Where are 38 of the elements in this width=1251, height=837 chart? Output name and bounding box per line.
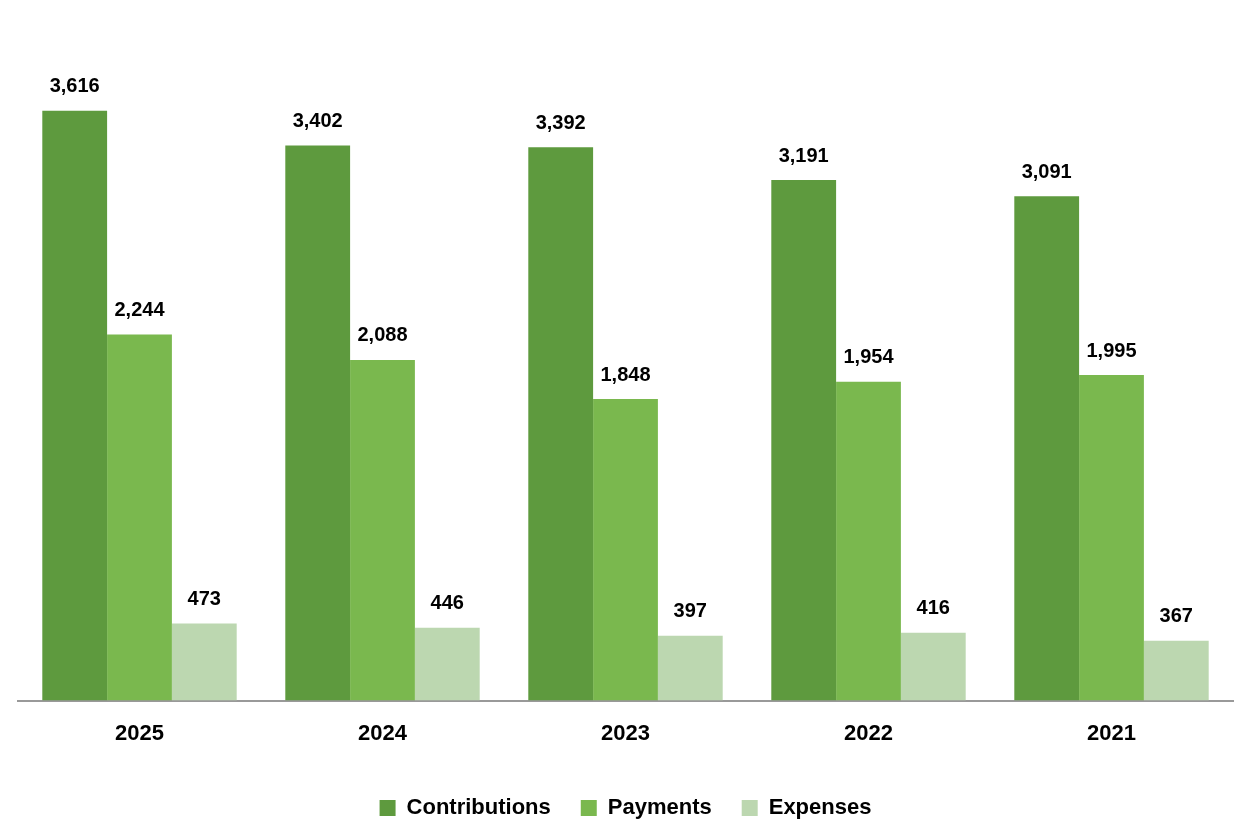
bar: [171, 623, 237, 701]
bar: [414, 627, 480, 701]
bar: [900, 632, 966, 701]
legend-label: Payments: [607, 794, 712, 820]
bar: [350, 359, 415, 701]
bar: [771, 179, 837, 701]
x-tick-label: 2025: [115, 719, 164, 745]
x-tick-label: 2022: [844, 719, 893, 745]
data-label: 2,088: [357, 323, 408, 346]
bar: [42, 110, 108, 701]
bar: [285, 145, 351, 701]
x-tick-label: 2024: [358, 719, 408, 745]
legend-label: Contributions: [406, 794, 551, 820]
bar: [1014, 196, 1080, 701]
legend-label: Expenses: [768, 794, 872, 820]
data-label: 3,392: [535, 110, 586, 133]
bar: [836, 381, 901, 701]
bar: [1079, 375, 1144, 701]
bar: [657, 635, 723, 701]
data-label: 3,402: [292, 109, 343, 132]
bar: [1143, 640, 1209, 701]
data-label: 1,848: [600, 362, 651, 385]
data-label: 3,191: [778, 143, 829, 166]
data-label: 1,995: [1086, 338, 1137, 361]
data-label: 367: [1159, 604, 1193, 627]
x-tick-label: 2021: [1087, 719, 1136, 745]
data-label: 473: [187, 586, 221, 609]
data-label: 3,091: [1021, 159, 1072, 182]
x-tick-label: 2023: [601, 719, 650, 745]
data-label: 3,616: [49, 74, 100, 97]
bar: [528, 147, 594, 701]
data-label: 416: [916, 596, 950, 619]
bar: [107, 334, 172, 701]
data-label: 1,954: [843, 345, 895, 368]
data-label: 446: [430, 591, 464, 614]
bar: [593, 399, 658, 701]
data-label: 2,244: [114, 298, 166, 321]
data-label: 397: [673, 599, 707, 622]
